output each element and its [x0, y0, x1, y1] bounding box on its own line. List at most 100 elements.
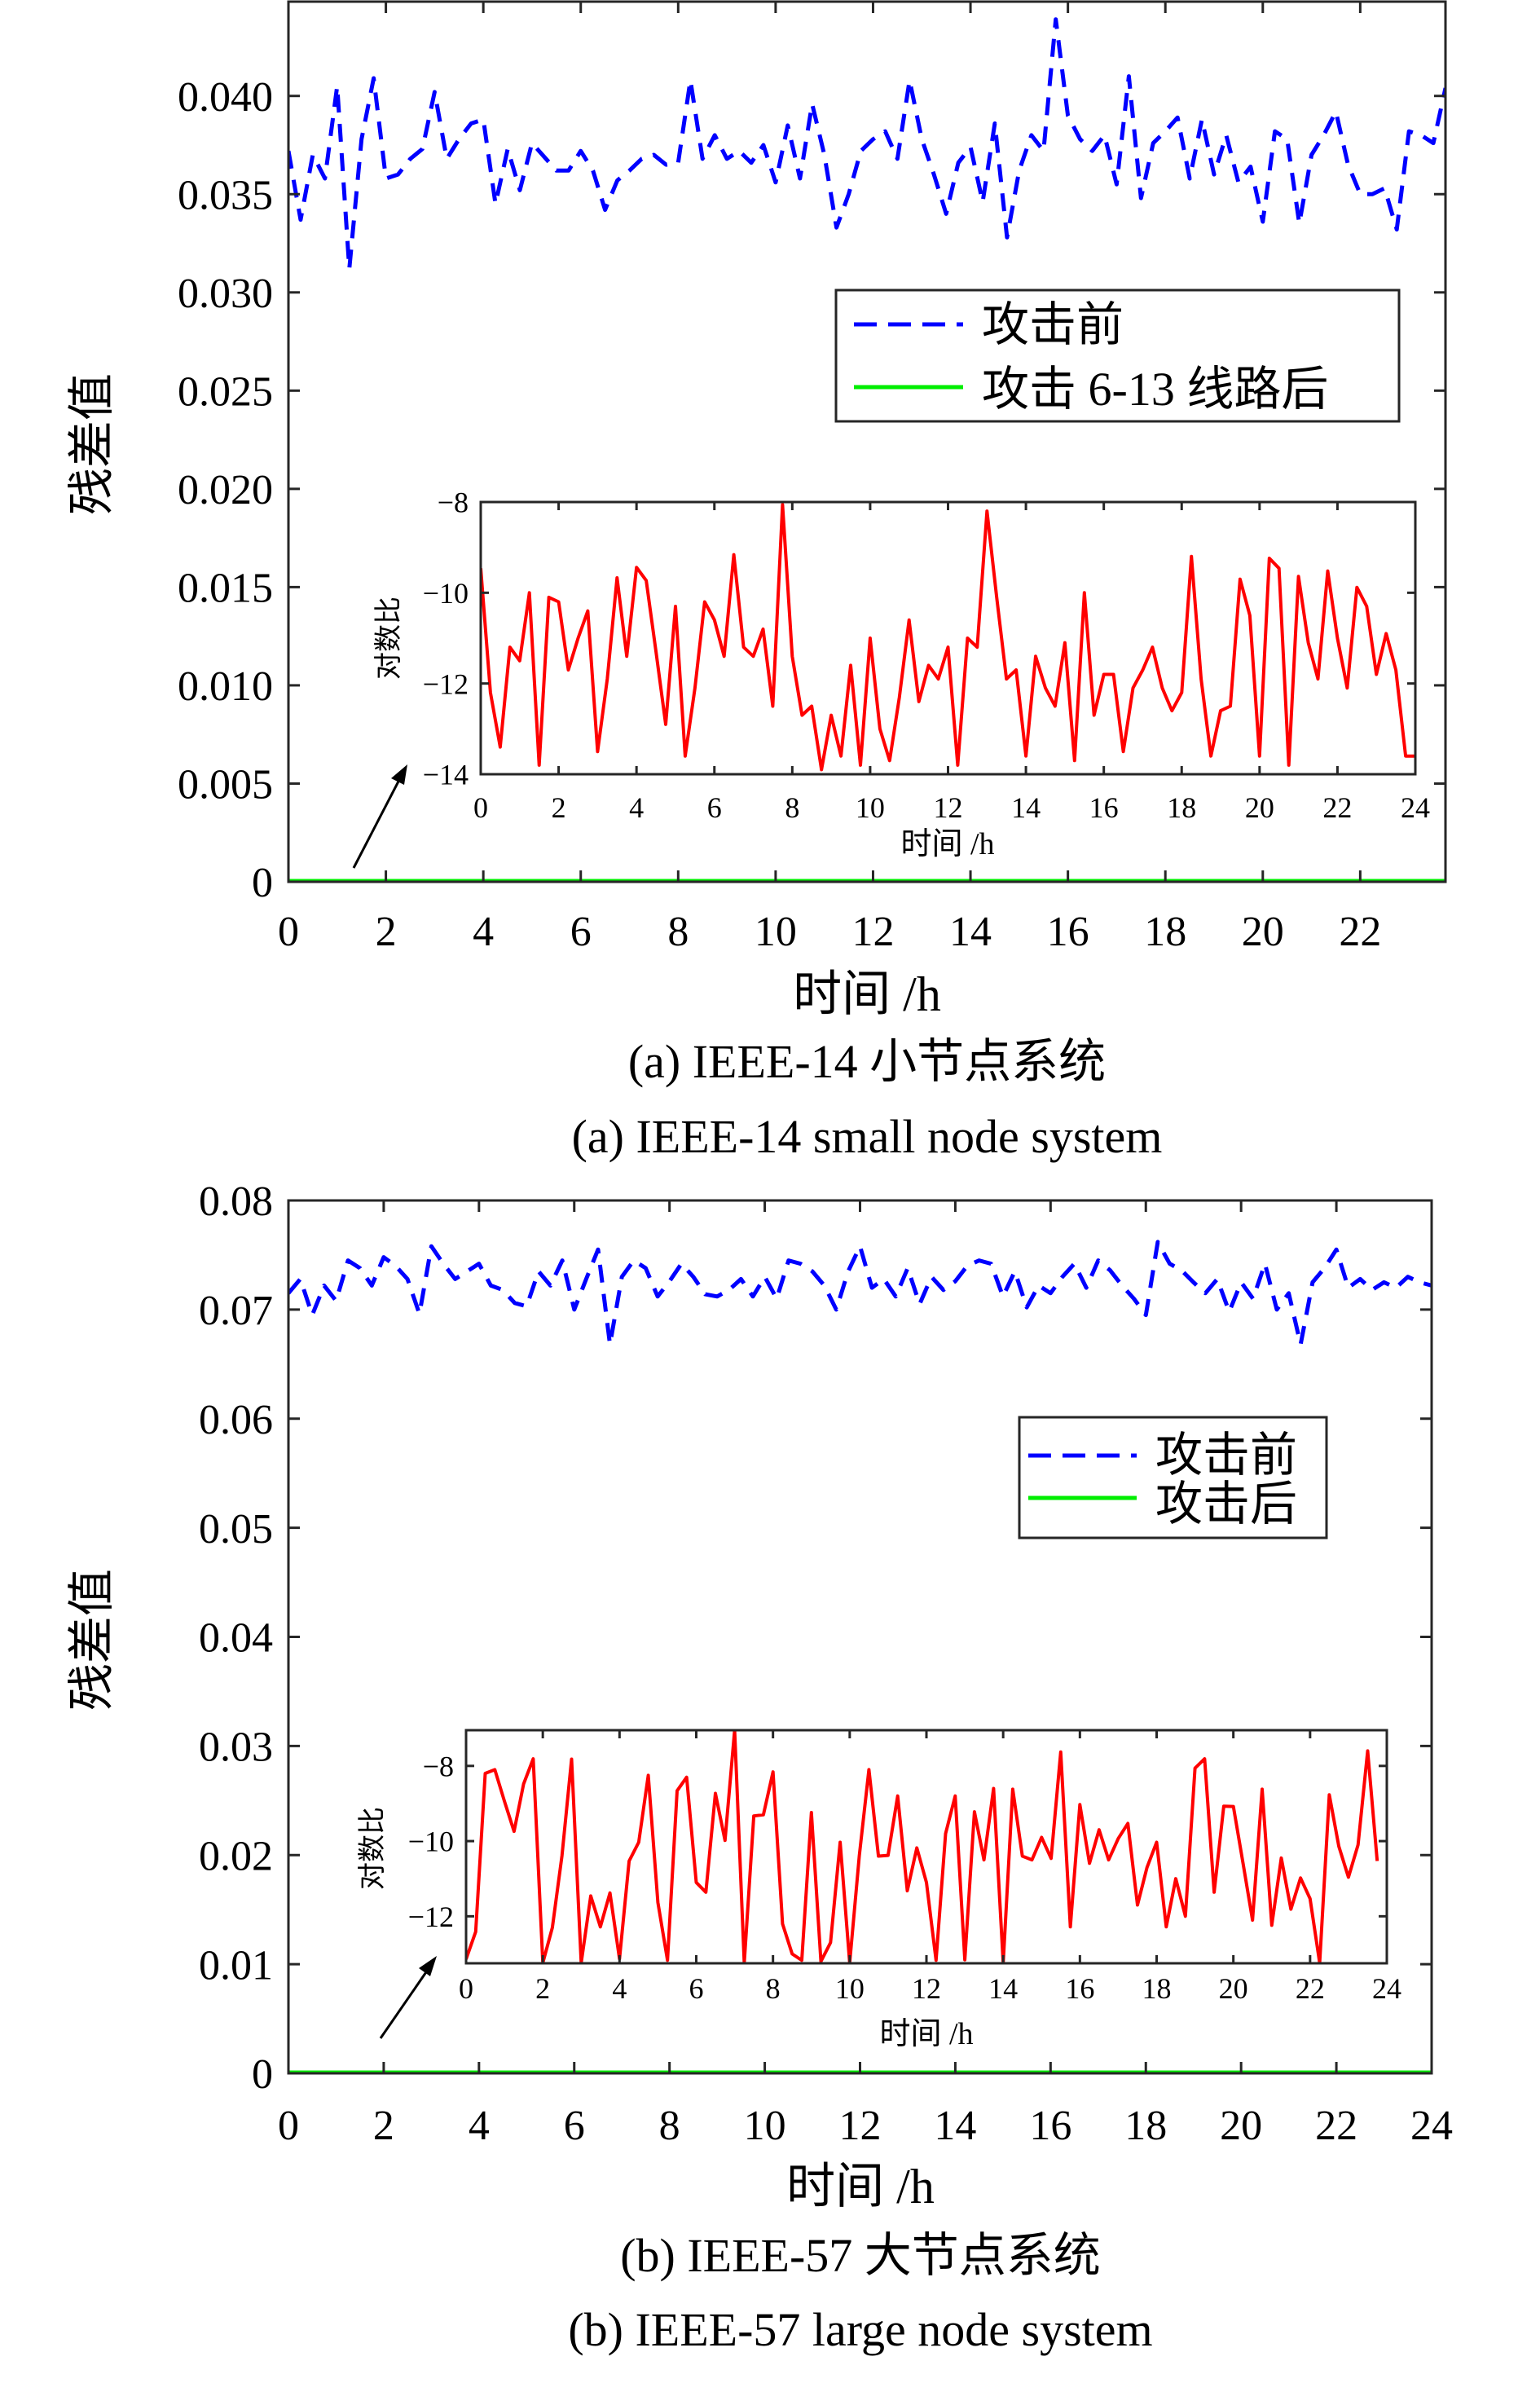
series-group: [288, 17, 1445, 882]
panel-b-legend: 攻击前 攻击后: [1018, 1416, 1328, 1539]
y-tick-label: 0.06: [199, 1397, 273, 1443]
y-tick-label: 0.010: [178, 663, 273, 710]
x-tick-label: 24: [1410, 2103, 1453, 2149]
series-line-0: [481, 503, 1415, 772]
x-tick-label: 6: [689, 1972, 704, 2005]
chart-b-inset: 0 2 4 6 8 10 12 14 16 18 20 22 24−12−10−8: [408, 1729, 1401, 2005]
x-tick-label: 18: [1124, 2103, 1167, 2149]
x-tick-label: 22: [1339, 909, 1381, 955]
x-tick-label: 12: [839, 2103, 882, 2149]
plot-area: [481, 502, 1415, 774]
panel-b-caption-en: (b) IEEE-57 large node system: [568, 2303, 1152, 2356]
series-line-0: [288, 17, 1445, 271]
x-tick-label: 2: [535, 1972, 550, 2005]
y-tick-label: −10: [423, 577, 469, 610]
legend-label-after: 攻击后: [1155, 1478, 1297, 1531]
panel-b-arrow: [379, 1956, 437, 2039]
x-tick-label: 14: [988, 1972, 1018, 2005]
charts: 0 2 4 6 8 10 12 14 16 18 20 2200.0050.0100.0150.020…: [178, 0, 1453, 2149]
x-tick-label: 6: [570, 909, 592, 955]
x-tick-label: 2: [552, 791, 566, 824]
x-tick-label: 0: [278, 2103, 299, 2149]
x-tick-label: 22: [1322, 791, 1352, 824]
x-tick-label: 16: [1065, 1972, 1094, 2005]
x-tick-label: 12: [851, 909, 894, 955]
y-tick-label: 0.03: [199, 1724, 273, 1771]
x-tick-label: 4: [629, 791, 644, 824]
x-tick-label: 16: [1029, 2103, 1071, 2149]
x-tick-label: 18: [1144, 909, 1186, 955]
y-tick-label: 0.015: [178, 566, 273, 612]
y-tick-label: 0.08: [199, 1178, 273, 1225]
legend-label-before: 攻击前: [1155, 1429, 1297, 1482]
legend-box: [1018, 1416, 1328, 1539]
x-tick-label: 6: [564, 2103, 585, 2149]
plot-area: [466, 1730, 1387, 1963]
y-tick-label: 0.04: [199, 1615, 273, 1662]
chart-b-main: 0 2 4 6 8 10 12 14 16 18 20 22 2400.010.020.030.040.…: [199, 1178, 1453, 2149]
y-tick-label: −14: [423, 759, 469, 791]
x-tick-label: 20: [1245, 791, 1274, 824]
panel-b-ylabel: 残差值: [64, 1569, 119, 1711]
x-tick-label: 10: [744, 2103, 786, 2149]
y-tick-label: 0.035: [178, 172, 273, 218]
x-tick-label: 12: [934, 791, 963, 824]
y-tick-label: 0.07: [199, 1288, 273, 1334]
panel-a-ylabel: 残差值: [64, 373, 119, 515]
x-tick-label: 0: [278, 909, 299, 955]
panel-a-xlabel: 时间 /h: [793, 967, 941, 1021]
y-tick-label: 0.01: [199, 1942, 273, 1989]
y-tick-label: −12: [423, 667, 469, 700]
y-tick-label: −12: [408, 1901, 454, 1933]
panel-b-inset-xlabel: 时间 /h: [879, 2017, 973, 2051]
y-tick-label: 0.05: [199, 1506, 273, 1553]
panel-a-arrow: [352, 764, 407, 869]
x-tick-label: 4: [612, 1972, 627, 2005]
series-line-0: [466, 1730, 1379, 1963]
x-tick-label: 20: [1219, 1972, 1248, 2005]
y-tick-label: 0.030: [178, 271, 273, 317]
axes-box: [287, 0, 1447, 883]
chart-a-inset: 0 2 4 6 8 10 12 14 16 18 20 22 24−14−12−10−8: [423, 487, 1430, 824]
x-tick-label: 18: [1167, 791, 1196, 824]
x-tick-label: 24: [1401, 791, 1430, 824]
series-group: [466, 1730, 1379, 1963]
x-tick-label: 10: [856, 791, 885, 824]
x-tick-label: 16: [1089, 791, 1119, 824]
x-tick-label: 4: [469, 2103, 490, 2149]
x-tick-label: 4: [473, 909, 494, 955]
panel-a-inset-ylabel: 对数比: [372, 597, 405, 680]
x-tick-label: 20: [1242, 909, 1284, 955]
x-tick-label: 22: [1315, 2103, 1357, 2149]
x-tick-label: 6: [707, 791, 722, 824]
panel-a-legend: 攻击前 攻击 6-13 线路后: [834, 289, 1401, 423]
series-line-0: [288, 1240, 1432, 1347]
x-tick-label: 18: [1142, 1972, 1172, 2005]
x-tick-label: 8: [785, 791, 799, 824]
y-tick-label: −8: [423, 1750, 454, 1782]
x-tick-label: 20: [1220, 2103, 1262, 2149]
x-tick-label: 0: [473, 791, 488, 824]
panel-b-caption-cn: (b) IEEE-57 大节点系统: [620, 2229, 1101, 2282]
x-tick-label: 14: [934, 2103, 976, 2149]
x-tick-label: 22: [1296, 1972, 1325, 2005]
panel-a-inset-xlabel: 时间 /h: [900, 827, 994, 861]
y-tick-label: 0.02: [199, 1833, 273, 1879]
y-tick-label: 0.005: [178, 762, 273, 808]
x-tick-label: 16: [1047, 909, 1089, 955]
x-tick-label: 8: [659, 2103, 680, 2149]
x-tick-label: 8: [667, 909, 689, 955]
y-tick-label: 0.020: [178, 467, 273, 513]
x-tick-label: 14: [1011, 791, 1041, 824]
x-tick-label: 2: [373, 2103, 394, 2149]
legend-label-before: 攻击前: [982, 298, 1124, 351]
x-tick-label: 2: [376, 909, 397, 955]
y-tick-label: 0.040: [178, 74, 273, 121]
x-tick-label: 24: [1372, 1972, 1401, 2005]
panel-a-caption-en: (a) IEEE-14 small node system: [572, 1110, 1163, 1163]
x-tick-label: 10: [755, 909, 797, 955]
panel-b-inset-ylabel: 对数比: [356, 1807, 389, 1890]
panel-b-xlabel: 时间 /h: [786, 2160, 935, 2213]
y-tick-label: −10: [408, 1826, 454, 1858]
